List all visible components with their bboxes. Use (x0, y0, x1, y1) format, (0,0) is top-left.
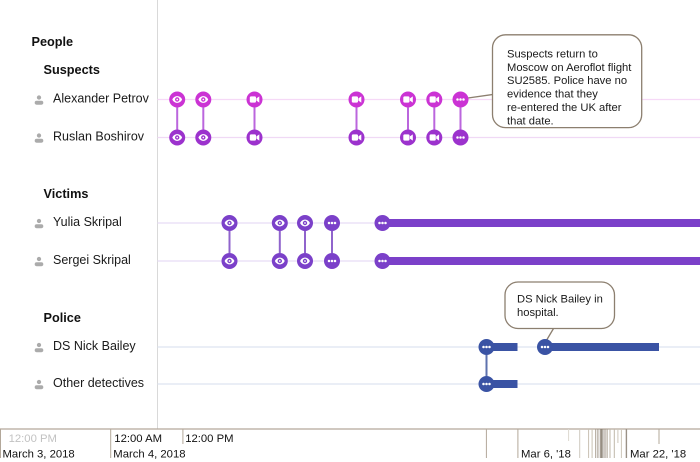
svg-text:re-entered the UK after: re-entered the UK after (507, 102, 622, 114)
svg-text:Yulia Skripal: Yulia Skripal (53, 215, 122, 229)
svg-text:Moscow on Aeroflot flight: Moscow on Aeroflot flight (507, 62, 632, 74)
svg-text:SU2585. Police have no: SU2585. Police have no (507, 75, 627, 87)
svg-text:DS Nick Bailey: DS Nick Bailey (53, 339, 136, 353)
svg-text:Alexander Petrov: Alexander Petrov (53, 92, 150, 106)
svg-text:Victims: Victims (44, 187, 89, 201)
svg-text:DS Nick Bailey in: DS Nick Bailey in (517, 294, 603, 306)
svg-text:March 4, 2018: March 4, 2018 (113, 448, 185, 460)
svg-text:12:00 PM: 12:00 PM (185, 433, 233, 445)
svg-text:Suspects return to: Suspects return to (507, 48, 598, 60)
svg-text:evidence that they: evidence that they (507, 89, 598, 101)
svg-text:Suspects: Suspects (44, 63, 100, 77)
svg-text:People: People (32, 35, 74, 49)
svg-text:Mar 6, '18: Mar 6, '18 (521, 448, 571, 460)
svg-text:that date.: that date. (507, 115, 554, 127)
svg-text:Sergei Skripal: Sergei Skripal (53, 253, 131, 267)
svg-text:Police: Police (44, 311, 81, 325)
svg-text:Ruslan Boshirov: Ruslan Boshirov (53, 130, 145, 144)
svg-text:12:00 PM: 12:00 PM (9, 433, 57, 445)
svg-text:March 3, 2018: March 3, 2018 (3, 448, 75, 460)
svg-text:hospital.: hospital. (517, 307, 559, 319)
svg-text:Mar 22, '18: Mar 22, '18 (630, 448, 686, 460)
svg-text:Other detectives: Other detectives (53, 376, 144, 390)
svg-text:12:00 AM: 12:00 AM (114, 433, 162, 445)
